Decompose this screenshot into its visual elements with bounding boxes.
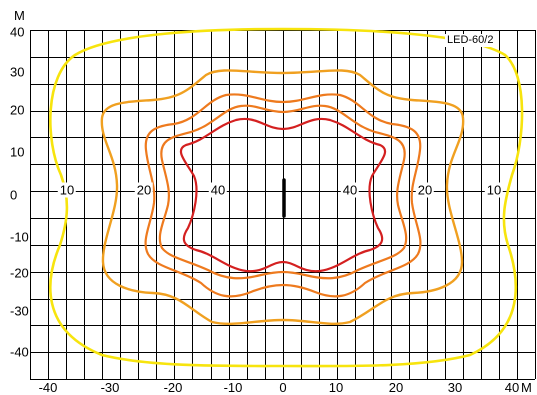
- contour-label-40-left: 40: [208, 182, 228, 198]
- grid-vline: [48, 30, 49, 379]
- grid-hline: [30, 245, 535, 246]
- contour-label-10-left: 10: [57, 182, 77, 198]
- grid-vline: [535, 30, 536, 379]
- grid-vline: [247, 30, 248, 379]
- grid-vline: [445, 30, 446, 379]
- grid-vline: [499, 30, 500, 379]
- grid-vline: [427, 30, 428, 379]
- x-tick-label: 20: [388, 380, 404, 395]
- grid-hline: [30, 218, 535, 219]
- grid-hline: [30, 137, 535, 138]
- grid-vline: [138, 30, 139, 379]
- grid-vline: [211, 30, 212, 379]
- grid-vline: [120, 30, 121, 379]
- grid-vline: [156, 30, 157, 379]
- y-tick-label: 0: [10, 187, 18, 203]
- grid-vline: [30, 30, 31, 379]
- x-tick-label: -20: [163, 380, 183, 395]
- contour-40: [179, 117, 387, 273]
- grid-hline: [30, 164, 535, 165]
- contour-label-10-right: 10: [484, 182, 504, 198]
- contour-label-40-right: 40: [340, 182, 360, 198]
- product-label: LED-60/2: [445, 34, 496, 47]
- grid-vline: [265, 30, 266, 379]
- grid-vline: [84, 30, 85, 379]
- grid-hline: [30, 30, 535, 31]
- grid-vline: [481, 30, 482, 379]
- x-tick-label: -30: [100, 380, 120, 395]
- y-tick-label: -30: [10, 303, 29, 319]
- grid-hline: [30, 57, 535, 58]
- y-tick-label: -10: [10, 229, 29, 245]
- y-tick-label: 30: [10, 64, 25, 80]
- x-tick-label: 10: [328, 380, 344, 395]
- x-tick-label: 40: [504, 380, 520, 395]
- grid-vline: [192, 30, 193, 379]
- x-tick-label: -40: [38, 380, 58, 395]
- contour-30-inner: [158, 104, 408, 280]
- grid-vline: [391, 30, 392, 379]
- y-tick-label: -40: [10, 344, 29, 360]
- y-tick-label: 20: [10, 102, 25, 118]
- grid-hline: [30, 379, 535, 380]
- grid-vline: [174, 30, 175, 379]
- grid-vline: [355, 30, 356, 379]
- grid-hline: [30, 299, 535, 300]
- contour-label-20-left: 20: [134, 182, 154, 198]
- grid-hline: [30, 352, 535, 353]
- x-axis-unit: M: [521, 380, 532, 395]
- contour-20: [100, 69, 465, 325]
- contour-10: [49, 27, 524, 368]
- y-tick-label: 10: [10, 144, 25, 160]
- grid-vline: [463, 30, 464, 379]
- grid-vline: [409, 30, 410, 379]
- x-tick-label: -10: [223, 380, 243, 395]
- y-tick-label: 40: [10, 24, 25, 40]
- x-tick-label: 30: [447, 380, 463, 395]
- grid-vline: [229, 30, 230, 379]
- grid-hline: [30, 84, 535, 85]
- grid-vline: [102, 30, 103, 379]
- grid-vline: [517, 30, 518, 379]
- y-axis-unit: M: [14, 8, 25, 23]
- grid-vline: [319, 30, 320, 379]
- x-tick-label: 0: [279, 380, 287, 395]
- y-tick-label: -20: [10, 265, 29, 281]
- grid-vline: [373, 30, 374, 379]
- contour-30: [144, 93, 422, 298]
- grid-hline: [30, 325, 535, 326]
- grid-vline: [301, 30, 302, 379]
- grid-vline: [337, 30, 338, 379]
- contour-label-20-right: 20: [415, 182, 435, 198]
